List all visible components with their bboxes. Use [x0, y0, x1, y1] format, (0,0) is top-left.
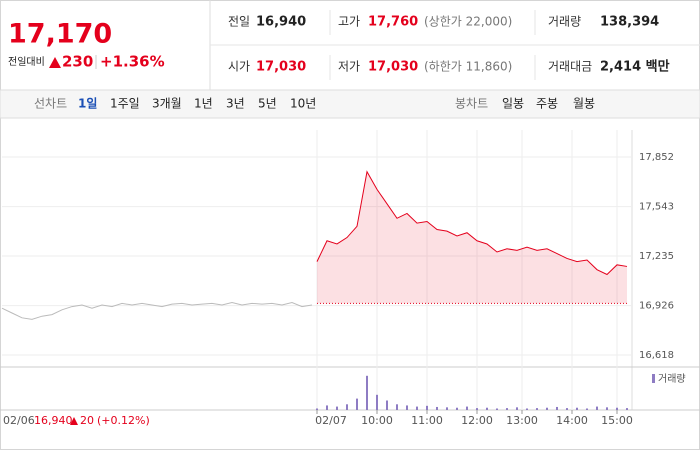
tab[interactable]: 월봉	[573, 97, 595, 111]
volume-bar	[626, 408, 628, 410]
volume-bar	[516, 407, 518, 410]
stat-label: 고가	[338, 15, 360, 29]
tab[interactable]: 3년	[226, 97, 245, 111]
x-tick-label: 15:00	[601, 414, 633, 427]
stat-label: 전일	[228, 15, 250, 29]
tab-bar	[0, 89, 700, 119]
volume-bar	[346, 404, 348, 410]
x-tick-label: 13:00	[506, 414, 538, 427]
volume-bar	[426, 405, 428, 410]
price-line	[316, 170, 628, 276]
volume-bar	[366, 375, 368, 410]
stat-label: 거래대금	[548, 60, 592, 74]
tab[interactable]: 3개월	[152, 97, 182, 111]
stat-value: 138,394	[600, 15, 659, 30]
volume-bar	[506, 408, 508, 410]
volume-bar	[446, 407, 448, 410]
stat-note: (상한가 22,000)	[424, 15, 512, 29]
tab[interactable]: 일봉	[502, 97, 524, 111]
x-tick-label: 11:00	[411, 414, 443, 427]
prev-date: 02/06	[3, 414, 35, 427]
stat-label: 거래량	[548, 15, 581, 29]
volume-bar	[556, 406, 558, 410]
volume-bar	[576, 407, 578, 410]
volume-bar	[476, 408, 478, 410]
volume-bar	[456, 407, 458, 410]
volume-bar	[536, 408, 538, 410]
y-tick-label: 17,543	[639, 202, 674, 213]
tab[interactable]: 1주일	[110, 97, 140, 111]
volume-bar	[406, 405, 408, 410]
volume-bar	[596, 406, 598, 410]
stat-value: 17,030	[256, 60, 306, 75]
legend-swatch	[652, 374, 655, 383]
x-tick-label: 12:00	[461, 414, 493, 427]
stat-value: 17,030	[368, 60, 418, 75]
volume-bar	[356, 398, 358, 410]
tab[interactable]: 5년	[258, 97, 277, 111]
stat-note: (하한가 11,860)	[424, 60, 512, 74]
prev-change: 20	[80, 414, 94, 427]
volume-bar	[496, 408, 498, 410]
x-tick-label: 10:00	[361, 414, 393, 427]
volume-bar	[416, 406, 418, 410]
y-tick-label: 16,618	[639, 350, 674, 361]
volume-bar	[546, 407, 548, 410]
stat-label: 저가	[338, 60, 360, 74]
stat-value: 2,414 백만	[600, 59, 670, 75]
legend-label: 거래량	[658, 373, 686, 385]
price-line	[1, 302, 313, 320]
volume-bar	[436, 406, 438, 410]
volume-bar	[486, 407, 488, 410]
volume-bar	[566, 408, 568, 410]
change-pct: +1.36%	[100, 53, 165, 71]
tab-group-label: 봉차트	[455, 97, 488, 111]
volume-bar	[316, 408, 318, 410]
up-arrow	[70, 417, 78, 425]
volume-bar	[326, 405, 328, 410]
stat-label: 시가	[228, 60, 250, 74]
tab-group-label: 선차트	[34, 97, 67, 111]
y-tick-label: 17,852	[639, 152, 674, 163]
volume-bar	[616, 407, 618, 410]
tab[interactable]: 10년	[290, 97, 316, 111]
volume-bar	[606, 407, 608, 410]
tab[interactable]: 주봉	[536, 97, 558, 111]
volume-bar	[376, 394, 378, 410]
price: 17,170	[8, 19, 112, 50]
change-label: 전일대비	[8, 56, 45, 68]
volume-bar	[466, 406, 468, 410]
prev-pct: (+0.12%)	[97, 414, 150, 427]
volume-bar	[386, 400, 388, 410]
stat-value: 16,940	[256, 15, 306, 30]
volume-bar	[396, 404, 398, 410]
y-tick-label: 17,235	[639, 251, 674, 262]
up-arrow	[49, 57, 61, 68]
y-tick-label: 16,926	[639, 301, 674, 312]
volume-bar	[586, 408, 588, 410]
volume-bar	[336, 406, 338, 410]
stat-value: 17,760	[368, 15, 418, 30]
x-tick-label: 02/07	[315, 414, 347, 427]
tab[interactable]: 1년	[194, 97, 213, 111]
prev-close: 16,940	[34, 414, 73, 427]
x-tick-label: 14:00	[556, 414, 588, 427]
tab[interactable]: 1일	[78, 97, 97, 111]
volume-bar	[526, 408, 528, 410]
area	[317, 171, 627, 304]
change: 230	[62, 53, 93, 71]
